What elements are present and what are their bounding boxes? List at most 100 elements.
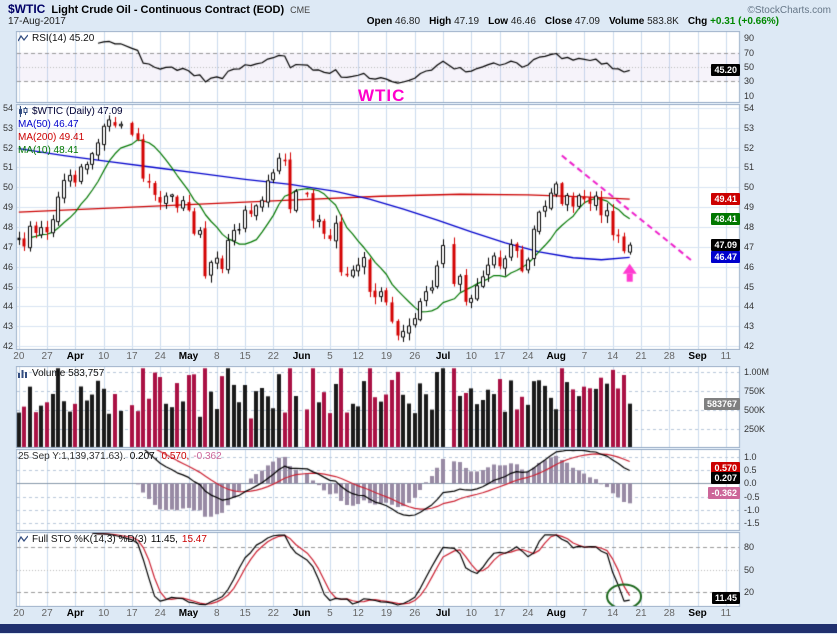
price-legend: $WTIC (Daily) 47.09 — [18, 106, 123, 117]
y-axis-label: 53 — [744, 122, 755, 133]
axis-value-box: 46.47 — [711, 251, 740, 264]
x-axis-label: 24 — [522, 608, 534, 619]
x-axis-label: 28 — [663, 351, 675, 362]
stochastics-d-value: 15.47 — [181, 534, 207, 545]
x-axis-label: Sep — [688, 351, 707, 362]
x-axis-label: 11 — [720, 351, 732, 362]
quote-chg: Chg +0.31 (+0.66%) — [688, 16, 779, 27]
oscillator-value-3: -0.362 — [193, 451, 222, 462]
quote-close: Close 47.09 — [545, 16, 600, 27]
y-axis-label: 1.0 — [744, 451, 757, 462]
y-axis-label: 50 — [744, 182, 755, 193]
low-label: Low — [488, 16, 509, 27]
ma10-legend-label: MA(10) 48.41 — [18, 145, 79, 156]
x-axis-label: 20 — [13, 351, 25, 362]
rsi-legend: RSI(14) 45.20 — [18, 33, 94, 44]
quote-open: Open 46.80 — [367, 16, 420, 27]
y-axis-label: 50 — [744, 62, 755, 72]
exchange-label: CME — [290, 5, 311, 15]
rsi-plot-canvas — [0, 31, 837, 103]
x-axis-label: 10 — [465, 608, 477, 619]
x-axis-label: 14 — [607, 351, 619, 362]
y-axis-label: 0.5 — [744, 465, 757, 476]
x-axis-label: 28 — [663, 608, 675, 619]
date-axis-upper: 20 27 Apr 10 17 24 May 8 15 22 Jun 5 12 19 26 Jul 10 17 24… — [0, 350, 837, 365]
open-value: 46.80 — [395, 16, 421, 27]
chart-header: $WTIC Light Crude Oil - Continuous Contr… — [0, 0, 837, 30]
volume-value: 583.8K — [647, 16, 679, 27]
oscillator-value-2: 0.570, — [161, 451, 190, 462]
x-axis-label: 19 — [380, 351, 393, 362]
y-axis-label: 90 — [744, 33, 755, 44]
y-axis-label: 49 — [2, 202, 13, 213]
x-axis-label: 8 — [214, 351, 220, 362]
x-axis-label: 5 — [327, 351, 333, 362]
volume-legend-label: Volume 583,757 — [32, 368, 105, 379]
x-axis-label: 14 — [607, 608, 619, 619]
axis-value-box: 47.09 — [711, 239, 740, 252]
x-axis-label: Jul — [435, 351, 451, 362]
x-axis-label: 10 — [98, 608, 110, 619]
open-label: Open — [366, 16, 393, 27]
page-title: Light Crude Oil - Continuous Contract (E… — [51, 4, 285, 16]
chg-value: +0.31 (+0.66%) — [710, 16, 779, 27]
symbol: $WTIC — [8, 2, 46, 16]
y-axis-label: 47 — [744, 241, 755, 252]
close-label: Close — [544, 16, 573, 27]
x-axis-label: 21 — [635, 351, 647, 362]
y-axis-label: 42 — [2, 341, 13, 352]
axis-value-box: 49.41 — [711, 193, 740, 206]
y-axis-label: 44 — [744, 301, 755, 312]
date-axis-lower: 20 27 Apr 10 17 24 May 8 15 22 Jun 5 12 19 26 Jul 10 17 24… — [0, 607, 837, 622]
oscillator-plot-canvas — [0, 449, 837, 531]
y-axis-label: 45 — [744, 281, 755, 292]
x-axis-label: Apr — [66, 351, 85, 362]
volume-panel: Volume 583,757 1.00M 750K 500K 250K 583767 — [0, 366, 837, 448]
axis-value-box: 45.20 — [711, 64, 740, 77]
axis-value-box: 48.41 — [711, 212, 740, 225]
y-axis-label: 750K — [744, 386, 766, 397]
bottom-border-bar — [0, 624, 837, 633]
y-axis-label: 20 — [744, 587, 755, 597]
y-axis-label: 53 — [2, 122, 13, 133]
x-axis-label: 10 — [465, 351, 477, 362]
x-axis-label: 20 — [13, 608, 25, 619]
y-axis-label: 45 — [2, 281, 13, 292]
x-axis-label: 7 — [581, 351, 588, 362]
x-axis-label: 26 — [409, 608, 421, 619]
y-axis-label: 46 — [2, 261, 13, 272]
x-axis-label: Sep — [688, 608, 707, 619]
stochastics-k-value: 11.45, — [150, 534, 178, 545]
ma200-legend: MA(200) 49.41 — [18, 132, 84, 143]
x-axis-label: 12 — [352, 608, 364, 619]
oscillator-icon — [18, 34, 28, 42]
x-axis-label: Aug — [546, 608, 566, 619]
chg-label: Chg — [687, 16, 708, 27]
y-axis-label: 48 — [744, 222, 755, 232]
volume-legend: Volume 583,757 — [18, 368, 104, 379]
x-axis-label: 24 — [154, 351, 166, 362]
y-axis-label: 49 — [744, 202, 755, 213]
y-axis-label: -1.0 — [744, 504, 760, 515]
oscillator-legend-prefix: 25 Sep Y:1,139,371.63). — [18, 451, 126, 462]
volume-plot-canvas — [0, 366, 837, 448]
x-axis-label: 12 — [352, 351, 364, 362]
axis-value-box: 11.45 — [711, 592, 740, 605]
x-axis-label: May — [178, 351, 199, 362]
stochastics-plot-canvas — [0, 532, 837, 607]
x-axis-label: 27 — [41, 351, 53, 362]
y-axis-label: 500K — [744, 405, 766, 416]
ma200-legend-label: MA(200) 49.41 — [18, 132, 85, 143]
x-axis-label: 17 — [126, 608, 138, 619]
y-axis-label: 52 — [2, 142, 13, 153]
high-label: High — [429, 16, 452, 27]
x-axis-label: May — [178, 608, 199, 619]
x-axis-label: 22 — [267, 351, 279, 362]
x-axis-label: 17 — [494, 608, 506, 619]
quote-low: Low 46.46 — [488, 16, 536, 27]
x-axis-label: 11 — [720, 608, 732, 619]
wtic-annotation-text: WTIC — [358, 86, 406, 105]
ma50-legend: MA(50) 46.47 — [18, 119, 79, 130]
rsi-legend-label: RSI(14) 45.20 — [32, 33, 95, 44]
stochastics-panel: Full STO %K(14,3) %D(3) 11.45, 15.47 80 5… — [0, 532, 837, 607]
